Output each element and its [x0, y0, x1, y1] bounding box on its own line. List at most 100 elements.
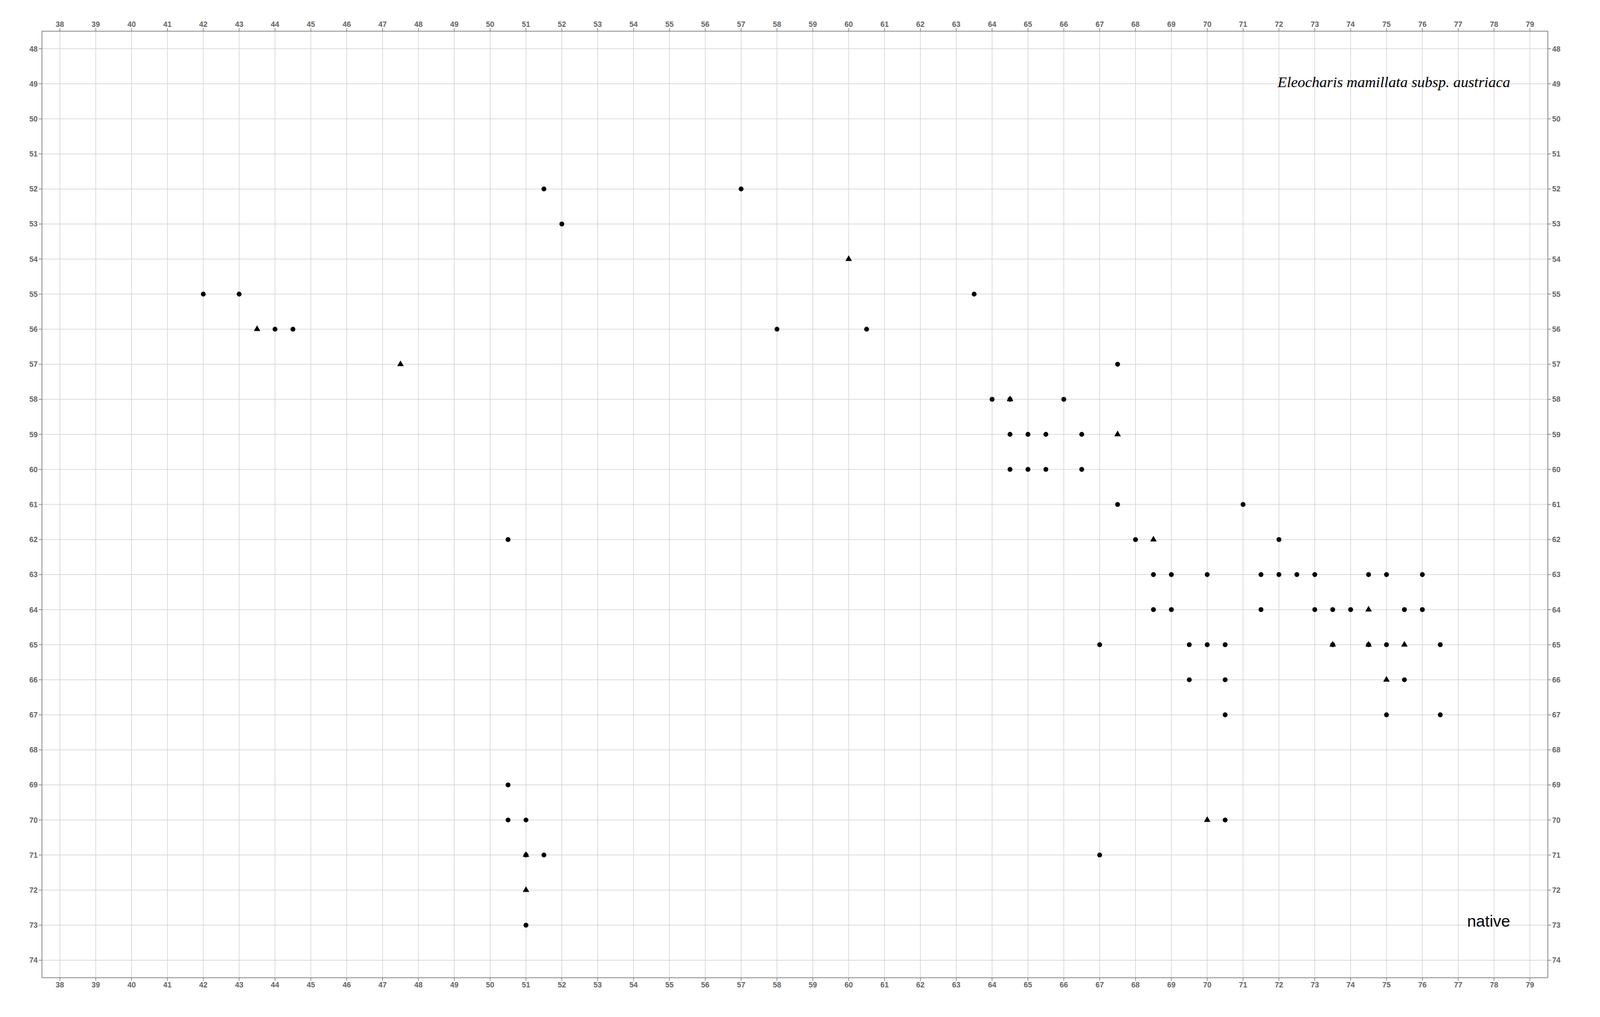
svg-text:41: 41	[163, 980, 173, 990]
svg-text:64: 64	[1552, 605, 1561, 615]
svg-text:72: 72	[29, 885, 38, 895]
svg-text:64: 64	[29, 605, 38, 615]
svg-text:60: 60	[844, 980, 853, 990]
svg-text:58: 58	[772, 19, 782, 29]
svg-text:57: 57	[736, 19, 746, 29]
svg-text:68: 68	[1552, 745, 1561, 755]
svg-text:66: 66	[1059, 980, 1069, 990]
svg-text:55: 55	[29, 289, 38, 299]
svg-text:54: 54	[1552, 254, 1561, 264]
svg-text:67: 67	[29, 710, 38, 720]
svg-text:48: 48	[1552, 44, 1561, 54]
svg-text:68: 68	[1131, 980, 1141, 990]
svg-text:56: 56	[701, 19, 710, 29]
svg-text:52: 52	[1552, 184, 1561, 194]
svg-text:66: 66	[1059, 19, 1069, 29]
svg-text:39: 39	[91, 980, 101, 990]
svg-text:74: 74	[1346, 19, 1356, 29]
svg-text:69: 69	[29, 780, 38, 789]
svg-text:44: 44	[271, 980, 280, 990]
svg-text:40: 40	[127, 19, 137, 29]
svg-text:59: 59	[1552, 430, 1561, 439]
svg-text:63: 63	[1552, 570, 1561, 579]
svg-text:51: 51	[521, 980, 531, 990]
svg-text:45: 45	[306, 980, 316, 990]
svg-text:45: 45	[306, 19, 316, 29]
svg-text:58: 58	[1552, 394, 1561, 404]
svg-text:53: 53	[1552, 219, 1561, 229]
svg-text:63: 63	[951, 980, 961, 990]
svg-text:50: 50	[29, 114, 38, 124]
svg-text:38: 38	[55, 980, 65, 990]
svg-text:70: 70	[1552, 815, 1561, 825]
svg-text:70: 70	[1203, 980, 1212, 990]
svg-text:65: 65	[1552, 640, 1561, 650]
svg-text:47: 47	[378, 19, 388, 29]
svg-text:70: 70	[1203, 19, 1212, 29]
svg-text:50: 50	[486, 980, 495, 990]
svg-text:62: 62	[916, 19, 926, 29]
svg-text:60: 60	[29, 465, 38, 474]
svg-text:71: 71	[1239, 19, 1248, 29]
svg-text:70: 70	[29, 815, 38, 825]
svg-text:78: 78	[1489, 980, 1499, 990]
svg-text:68: 68	[29, 745, 38, 755]
svg-text:54: 54	[629, 980, 638, 990]
svg-text:73: 73	[1310, 19, 1320, 29]
svg-text:78: 78	[1489, 19, 1499, 29]
svg-text:50: 50	[1552, 114, 1561, 124]
svg-text:76: 76	[1418, 980, 1427, 990]
svg-text:52: 52	[557, 980, 567, 990]
svg-text:62: 62	[916, 980, 926, 990]
svg-text:64: 64	[987, 19, 997, 29]
svg-text:61: 61	[880, 980, 890, 990]
svg-text:58: 58	[29, 394, 38, 404]
svg-text:46: 46	[342, 980, 352, 990]
svg-text:49: 49	[450, 980, 459, 990]
svg-text:66: 66	[29, 675, 38, 685]
svg-text:56: 56	[1552, 324, 1561, 334]
svg-text:77: 77	[1454, 980, 1463, 990]
svg-text:79: 79	[1525, 19, 1535, 29]
svg-text:67: 67	[1095, 19, 1105, 29]
svg-text:72: 72	[1274, 19, 1284, 29]
svg-text:48: 48	[29, 44, 38, 54]
svg-text:49: 49	[1552, 79, 1561, 89]
svg-text:48: 48	[414, 19, 423, 29]
svg-text:71: 71	[1552, 850, 1561, 860]
svg-text:58: 58	[772, 980, 782, 990]
svg-text:54: 54	[29, 254, 38, 264]
svg-text:60: 60	[844, 19, 853, 29]
svg-text:51: 51	[1552, 149, 1561, 159]
svg-text:67: 67	[1095, 980, 1105, 990]
svg-text:69: 69	[1552, 780, 1561, 789]
svg-text:72: 72	[1274, 980, 1284, 990]
svg-text:43: 43	[235, 19, 244, 29]
svg-text:60: 60	[1552, 465, 1561, 474]
svg-text:56: 56	[29, 324, 38, 334]
svg-text:42: 42	[198, 19, 208, 29]
svg-text:68: 68	[1131, 19, 1141, 29]
svg-text:79: 79	[1525, 980, 1535, 990]
svg-text:55: 55	[1552, 289, 1561, 299]
svg-text:74: 74	[29, 955, 38, 965]
svg-text:57: 57	[1552, 359, 1561, 369]
svg-text:62: 62	[1552, 535, 1561, 544]
svg-text:69: 69	[1167, 19, 1176, 29]
svg-text:73: 73	[29, 920, 38, 930]
svg-text:54: 54	[629, 19, 638, 29]
svg-text:53: 53	[29, 219, 38, 229]
svg-text:52: 52	[557, 19, 567, 29]
svg-text:44: 44	[271, 19, 280, 29]
svg-text:64: 64	[987, 980, 997, 990]
svg-text:76: 76	[1418, 19, 1427, 29]
svg-text:75: 75	[1382, 980, 1391, 990]
svg-text:50: 50	[486, 19, 495, 29]
svg-text:74: 74	[1346, 980, 1356, 990]
svg-text:59: 59	[808, 19, 818, 29]
svg-text:42: 42	[198, 980, 208, 990]
svg-text:55: 55	[665, 19, 674, 29]
svg-text:51: 51	[29, 149, 38, 159]
svg-text:73: 73	[1552, 920, 1561, 930]
svg-text:67: 67	[1552, 710, 1561, 720]
